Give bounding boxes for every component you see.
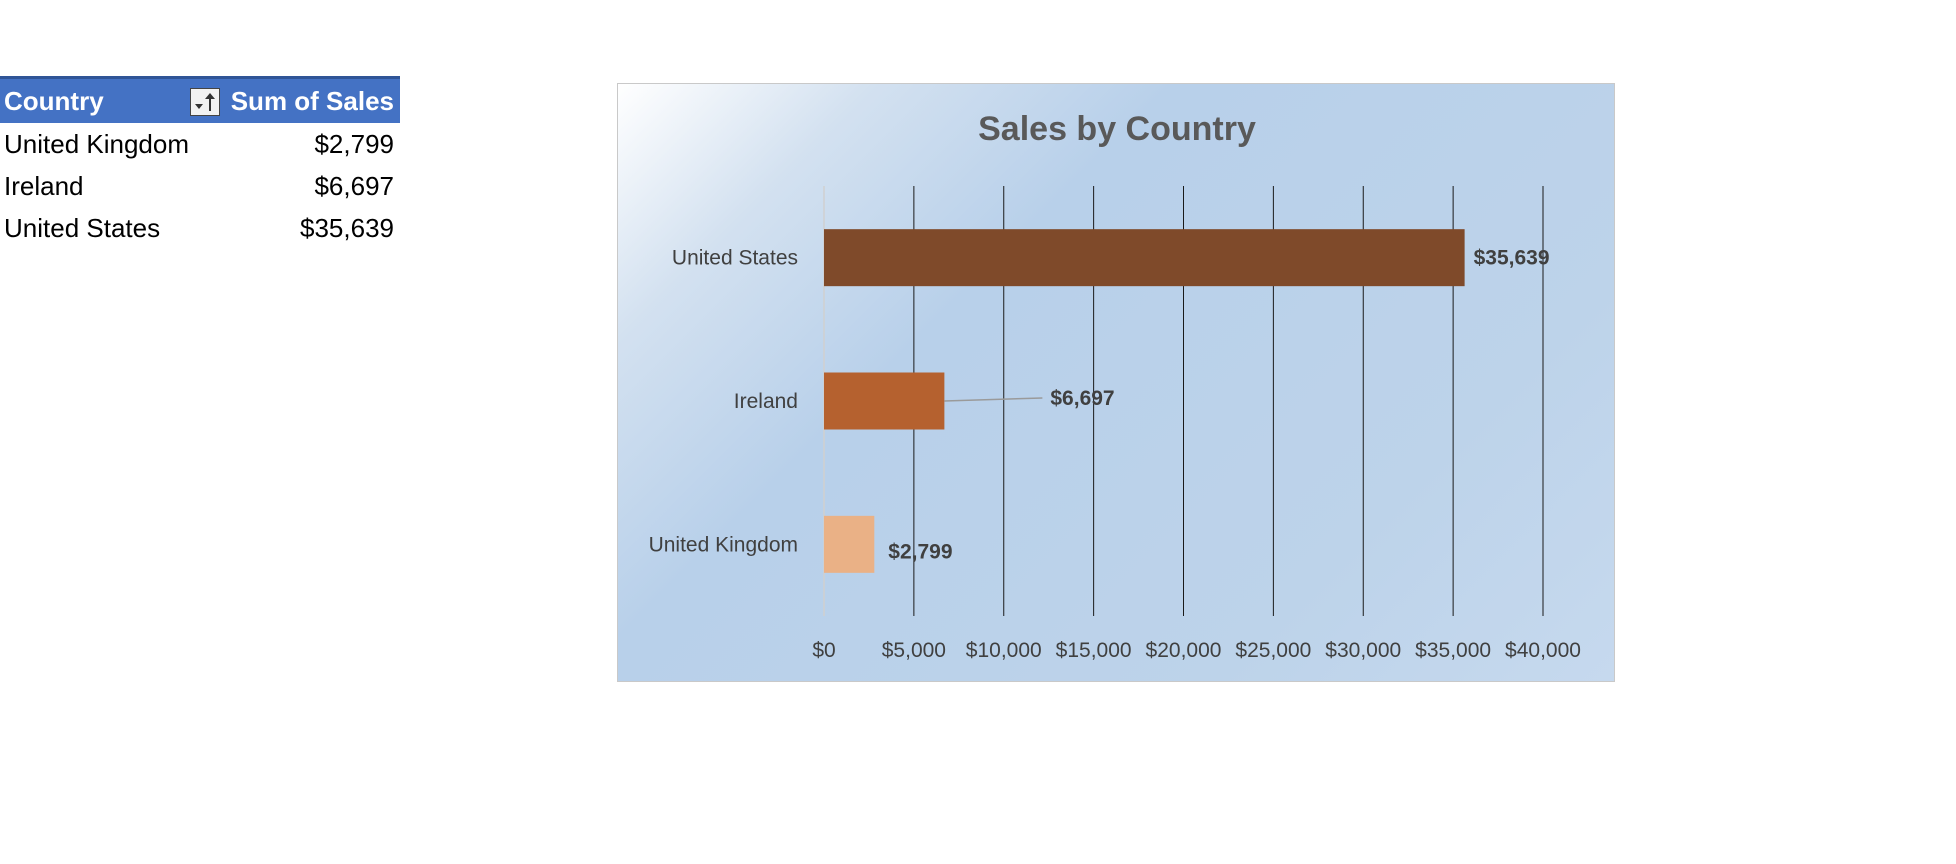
x-tick-label: $5,000	[882, 639, 946, 662]
sum-of-sales-header[interactable]: Sum of Sales	[230, 86, 394, 116]
row-sales: $35,639	[300, 213, 394, 243]
x-tick-label: $40,000	[1505, 639, 1581, 662]
table-row[interactable]: United Kingdom $2,799	[0, 123, 400, 165]
country-header[interactable]: Country	[4, 86, 104, 116]
data-label: $6,697	[1050, 387, 1114, 410]
category-label: United Kingdom	[649, 533, 798, 556]
bar[interactable]	[824, 229, 1465, 287]
x-tick-label: $35,000	[1415, 639, 1491, 662]
category-label: United States	[672, 247, 798, 270]
bar[interactable]	[824, 515, 875, 573]
bar[interactable]	[824, 372, 945, 430]
table-row[interactable]: United States $35,639	[0, 207, 400, 249]
x-tick-label: $30,000	[1325, 639, 1401, 662]
x-tick-label: $0	[812, 639, 835, 662]
table-row[interactable]: Ireland $6,697	[0, 165, 400, 207]
pivot-table: Country Sum of Sales United Kingdom $2,7…	[0, 76, 400, 249]
x-tick-label: $15,000	[1056, 639, 1132, 662]
row-country: Ireland	[4, 171, 84, 201]
chart-canvas: Sales by Country $0 $5,000 $10,000 $15,000 $…	[649, 110, 1581, 662]
row-sales: $2,799	[314, 129, 394, 159]
pivot-header-row: Country Sum of Sales	[0, 76, 400, 123]
x-tick-label: $25,000	[1235, 639, 1311, 662]
x-tick-label: $20,000	[1146, 639, 1222, 662]
data-label: $35,639	[1474, 247, 1550, 270]
sales-chart[interactable]: Sales by Country $0 $5,000 $10,000 $15,000 $…	[617, 83, 1615, 682]
sort-filter-icon[interactable]	[190, 88, 220, 116]
data-label: $2,799	[888, 540, 952, 563]
leader-line	[944, 397, 1043, 402]
x-tick-label: $10,000	[966, 639, 1042, 662]
row-country: United Kingdom	[4, 129, 189, 159]
row-country: United States	[4, 213, 161, 243]
chart-title: Sales by Country	[978, 110, 1256, 148]
category-label: Ireland	[734, 390, 798, 413]
row-sales: $6,697	[314, 171, 394, 201]
